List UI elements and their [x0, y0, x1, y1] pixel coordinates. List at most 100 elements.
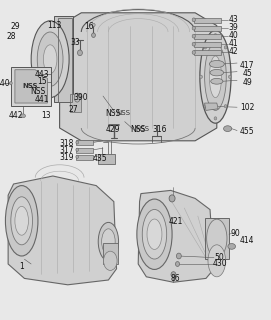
Ellipse shape	[98, 222, 119, 261]
Ellipse shape	[207, 219, 227, 258]
Text: NSS: NSS	[22, 84, 38, 89]
Ellipse shape	[176, 253, 181, 259]
Text: 27: 27	[69, 105, 79, 114]
Ellipse shape	[176, 262, 179, 266]
Bar	[194, 18, 221, 23]
Ellipse shape	[192, 26, 195, 30]
Bar	[70, 94, 81, 112]
Bar	[76, 140, 93, 145]
Ellipse shape	[92, 23, 95, 27]
Ellipse shape	[209, 60, 224, 68]
Ellipse shape	[142, 209, 167, 259]
Text: 102: 102	[240, 103, 254, 112]
Ellipse shape	[228, 244, 235, 249]
Polygon shape	[15, 70, 47, 103]
Ellipse shape	[76, 155, 79, 158]
Ellipse shape	[204, 105, 207, 108]
Polygon shape	[205, 103, 218, 110]
Polygon shape	[8, 176, 117, 285]
Bar	[194, 50, 221, 55]
Bar	[11, 67, 51, 106]
Ellipse shape	[200, 75, 202, 78]
Text: 414: 414	[239, 236, 254, 245]
Ellipse shape	[147, 219, 162, 250]
Text: 442: 442	[9, 111, 24, 120]
Ellipse shape	[228, 75, 231, 78]
Ellipse shape	[21, 114, 25, 118]
Text: 29: 29	[10, 22, 20, 31]
Ellipse shape	[224, 46, 227, 49]
Ellipse shape	[200, 30, 231, 123]
Text: 390: 390	[73, 93, 88, 102]
Ellipse shape	[169, 195, 175, 202]
Text: 440: 440	[0, 79, 10, 88]
Bar	[194, 26, 221, 31]
Text: NSS: NSS	[106, 109, 121, 118]
Ellipse shape	[211, 78, 223, 84]
Ellipse shape	[192, 18, 195, 22]
Text: 455: 455	[240, 127, 254, 136]
Text: 16: 16	[85, 22, 94, 31]
Ellipse shape	[192, 42, 195, 46]
Ellipse shape	[210, 69, 224, 76]
Ellipse shape	[137, 199, 172, 269]
Ellipse shape	[192, 34, 195, 38]
Ellipse shape	[102, 229, 115, 254]
Bar	[76, 155, 93, 160]
Ellipse shape	[31, 21, 69, 98]
Ellipse shape	[192, 51, 195, 54]
Text: 43: 43	[228, 15, 238, 24]
Ellipse shape	[209, 56, 222, 98]
Text: 45: 45	[242, 69, 252, 78]
Ellipse shape	[76, 141, 79, 144]
Ellipse shape	[74, 93, 80, 102]
Ellipse shape	[214, 34, 217, 37]
Ellipse shape	[43, 45, 57, 74]
Text: 40: 40	[228, 31, 238, 40]
Text: 50: 50	[215, 253, 224, 262]
Text: 318: 318	[59, 139, 74, 148]
Ellipse shape	[224, 105, 227, 108]
Text: 435: 435	[93, 154, 108, 163]
Polygon shape	[54, 16, 73, 102]
Bar	[205, 218, 229, 259]
Text: NSS: NSS	[135, 126, 149, 132]
Ellipse shape	[9, 82, 12, 85]
Ellipse shape	[205, 43, 226, 110]
Text: 430: 430	[212, 260, 227, 268]
Ellipse shape	[214, 117, 217, 120]
Text: 15: 15	[37, 77, 47, 86]
Text: NSS: NSS	[30, 87, 46, 96]
Bar	[194, 34, 221, 39]
Text: 49: 49	[242, 78, 252, 87]
Ellipse shape	[171, 272, 176, 277]
Text: 421: 421	[168, 217, 183, 226]
Ellipse shape	[92, 33, 95, 37]
Text: NSS: NSS	[131, 125, 146, 134]
Text: 316: 316	[153, 125, 167, 134]
Polygon shape	[60, 13, 217, 141]
Text: 113: 113	[47, 21, 62, 30]
Text: 42: 42	[228, 47, 238, 56]
Ellipse shape	[11, 197, 33, 245]
Text: 441: 441	[35, 95, 49, 104]
Text: 319: 319	[59, 153, 74, 162]
Ellipse shape	[224, 126, 232, 132]
Bar	[194, 42, 221, 47]
Ellipse shape	[15, 206, 28, 235]
Text: 417: 417	[240, 61, 254, 70]
Ellipse shape	[5, 186, 38, 256]
Text: 39: 39	[228, 23, 238, 32]
Text: 33: 33	[70, 38, 80, 47]
Ellipse shape	[208, 245, 225, 277]
Text: 317: 317	[59, 146, 74, 155]
Text: 429: 429	[106, 125, 121, 134]
Bar	[98, 154, 115, 164]
Ellipse shape	[204, 46, 207, 49]
Polygon shape	[138, 190, 214, 282]
Ellipse shape	[78, 50, 82, 56]
Ellipse shape	[76, 148, 79, 151]
Text: NSS: NSS	[117, 110, 131, 116]
Bar	[76, 148, 93, 153]
Ellipse shape	[37, 32, 63, 86]
